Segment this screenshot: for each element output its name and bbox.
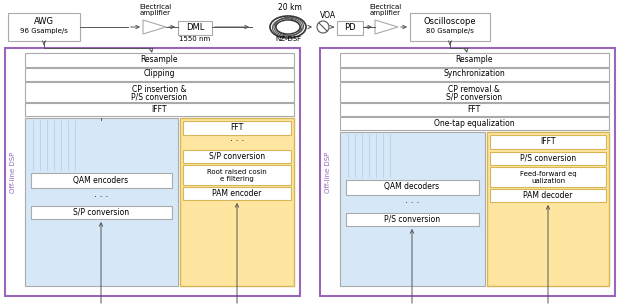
Text: S/P conversion: S/P conversion bbox=[209, 151, 265, 161]
Bar bbox=[183, 165, 291, 185]
Text: Electrical: Electrical bbox=[369, 4, 401, 10]
Text: QAM encoders: QAM encoders bbox=[73, 175, 129, 185]
Bar bbox=[337, 21, 363, 35]
Bar bbox=[31, 173, 172, 188]
Bar bbox=[340, 68, 609, 81]
Bar bbox=[25, 82, 294, 102]
Text: Clipping: Clipping bbox=[143, 70, 175, 78]
Text: AWG: AWG bbox=[34, 18, 54, 26]
Bar bbox=[5, 48, 300, 296]
Text: 80 Gsample/s: 80 Gsample/s bbox=[426, 28, 474, 34]
Ellipse shape bbox=[270, 16, 306, 38]
Text: DML: DML bbox=[186, 23, 204, 33]
Bar bbox=[490, 152, 606, 165]
Ellipse shape bbox=[276, 20, 300, 34]
Text: Synchronization: Synchronization bbox=[443, 70, 505, 78]
Bar bbox=[490, 189, 606, 202]
Text: CP insertion &: CP insertion & bbox=[132, 85, 186, 95]
Text: PAM decoder: PAM decoder bbox=[524, 191, 573, 199]
Text: P/S conversion: P/S conversion bbox=[520, 154, 576, 163]
Text: NZ-DSF: NZ-DSF bbox=[275, 36, 301, 42]
Bar bbox=[25, 103, 294, 116]
Text: IFFT: IFFT bbox=[152, 105, 167, 113]
Text: ualization: ualization bbox=[531, 178, 565, 184]
Text: amplifier: amplifier bbox=[369, 10, 401, 16]
Text: Off-line DSP: Off-line DSP bbox=[10, 151, 16, 193]
Text: · · ·: · · · bbox=[230, 137, 244, 147]
Text: Electrical: Electrical bbox=[139, 4, 171, 10]
Text: amplifier: amplifier bbox=[140, 10, 171, 16]
Text: FFT: FFT bbox=[468, 105, 481, 113]
Text: S/P conversion: S/P conversion bbox=[73, 208, 129, 216]
Text: S/P conversion: S/P conversion bbox=[446, 92, 502, 102]
Text: IFFT: IFFT bbox=[540, 137, 556, 147]
Bar bbox=[25, 118, 178, 286]
Text: FFT: FFT bbox=[230, 123, 243, 133]
Bar bbox=[320, 48, 615, 296]
Bar bbox=[178, 21, 212, 35]
Text: Resample: Resample bbox=[455, 56, 492, 64]
Polygon shape bbox=[375, 20, 398, 34]
Text: · · ·: · · · bbox=[94, 192, 108, 202]
Text: One-tap equalization: One-tap equalization bbox=[433, 119, 514, 127]
Text: 1550 nm: 1550 nm bbox=[179, 36, 211, 42]
Text: Root raised cosin: Root raised cosin bbox=[207, 169, 267, 175]
Text: 20 km: 20 km bbox=[278, 2, 302, 12]
Bar bbox=[490, 135, 606, 149]
Circle shape bbox=[317, 21, 329, 33]
Text: PD: PD bbox=[344, 23, 356, 33]
Bar bbox=[340, 103, 609, 116]
Bar bbox=[340, 117, 609, 130]
Bar bbox=[490, 167, 606, 187]
Bar bbox=[340, 82, 609, 102]
Bar bbox=[25, 53, 294, 67]
Text: Oscilloscope: Oscilloscope bbox=[424, 18, 476, 26]
Text: · · ·: · · · bbox=[405, 199, 419, 209]
Bar bbox=[183, 150, 291, 163]
Text: CP removal &: CP removal & bbox=[448, 85, 500, 95]
Text: P/S conversion: P/S conversion bbox=[131, 92, 187, 102]
Bar bbox=[487, 132, 609, 286]
Bar bbox=[340, 132, 485, 286]
Bar bbox=[410, 13, 490, 41]
Bar bbox=[31, 206, 172, 219]
Bar bbox=[183, 187, 291, 200]
Text: Resample: Resample bbox=[140, 56, 178, 64]
Text: Feed-forward eq: Feed-forward eq bbox=[520, 171, 576, 177]
Text: 96 Gsample/s: 96 Gsample/s bbox=[20, 28, 68, 34]
Bar bbox=[346, 180, 479, 195]
Text: P/S conversion: P/S conversion bbox=[384, 215, 440, 223]
Polygon shape bbox=[143, 20, 166, 34]
Bar bbox=[346, 213, 479, 226]
Bar bbox=[8, 13, 80, 41]
Text: Off-line DSP: Off-line DSP bbox=[325, 151, 331, 193]
Bar bbox=[25, 68, 294, 81]
Bar bbox=[183, 121, 291, 135]
Text: VOA: VOA bbox=[320, 12, 336, 20]
Text: PAM encoder: PAM encoder bbox=[212, 188, 261, 198]
Bar bbox=[180, 118, 294, 286]
Text: QAM decoders: QAM decoders bbox=[384, 182, 440, 192]
Text: e filtering: e filtering bbox=[220, 176, 254, 182]
Bar bbox=[340, 53, 609, 67]
